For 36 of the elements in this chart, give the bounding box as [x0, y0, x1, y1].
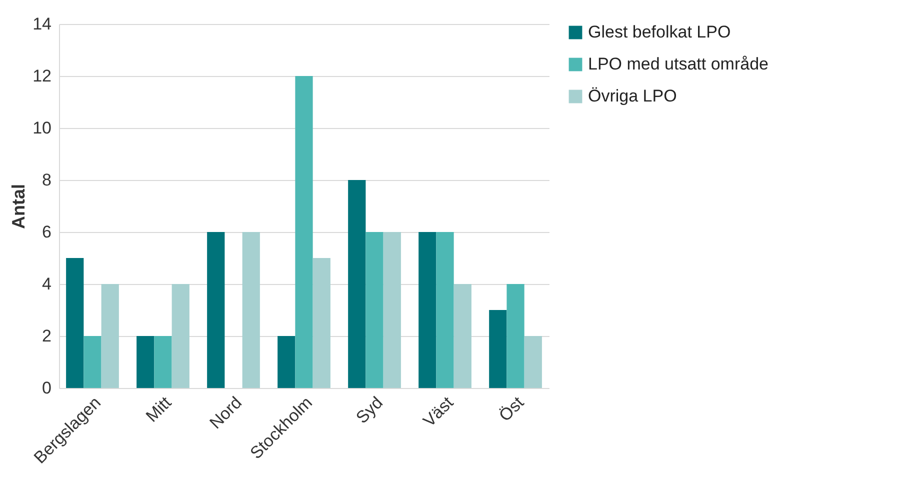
bar: [506, 284, 524, 388]
x-tick-label: Syd: [352, 393, 387, 428]
bar: [136, 336, 154, 388]
bar: [84, 336, 102, 388]
bar: [295, 76, 313, 388]
bar: [454, 284, 472, 388]
bar: [101, 284, 119, 388]
bar: [436, 232, 454, 388]
bar: [383, 232, 401, 388]
y-axis-title: Antal: [8, 184, 29, 229]
bar: [348, 180, 366, 388]
bar: [312, 258, 330, 388]
legend-label: Glest befolkat LPO: [588, 22, 731, 42]
y-tick-label: 14: [32, 14, 52, 34]
bar: [154, 336, 172, 388]
legend-label: LPO med utsatt område: [588, 54, 768, 74]
y-tick-label: 10: [32, 118, 52, 138]
bar: [366, 232, 384, 388]
bar: [278, 336, 296, 388]
x-tick-label: Mitt: [142, 392, 176, 426]
y-tick-label: 2: [42, 326, 52, 346]
bar: [207, 232, 225, 388]
bar: [524, 336, 542, 388]
y-tick-label: 12: [32, 66, 52, 86]
bar: [418, 232, 436, 388]
bar: [242, 232, 260, 388]
y-tick-label: 0: [42, 378, 52, 398]
legend-label: Övriga LPO: [588, 86, 677, 106]
y-tick-label: 4: [42, 274, 52, 294]
y-tick-label: 6: [42, 222, 52, 242]
bar: [66, 258, 84, 388]
bar: [489, 310, 507, 388]
x-tick-label: Öst: [495, 392, 528, 426]
y-tick-label: 8: [42, 170, 52, 190]
bar: [172, 284, 190, 388]
x-tick-label: Väst: [420, 392, 458, 431]
